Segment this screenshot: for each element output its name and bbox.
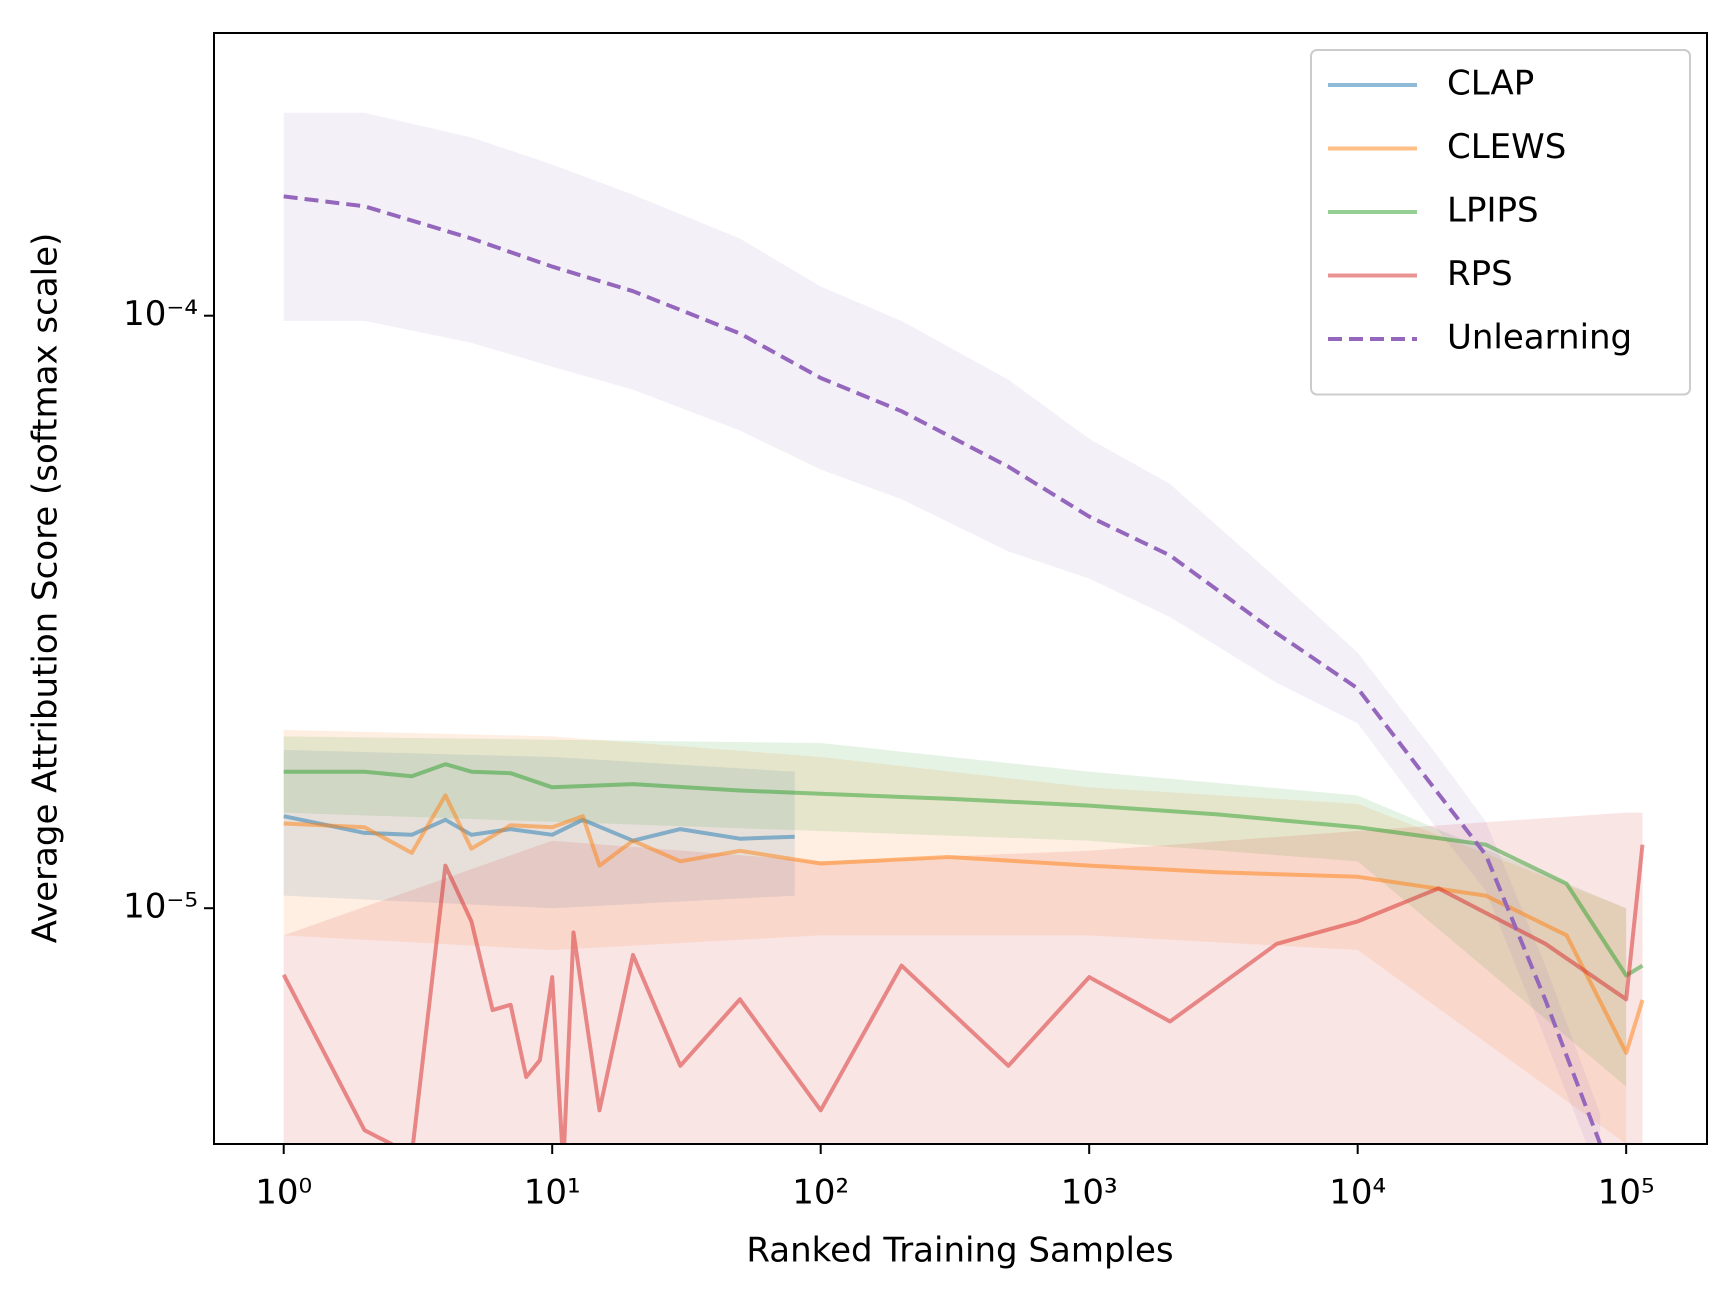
axes: 10⁰ 10¹ 10² 10³ 10⁴ 10⁵ 10⁻⁵ 10⁻⁴	[123, 294, 1654, 1212]
band	[283, 812, 1643, 1144]
band	[283, 112, 1601, 1144]
legend: CLAP CLEWS LPIPS RPS Unlearning	[1310, 49, 1691, 396]
x-tick-label: 10⁴	[1329, 1173, 1386, 1213]
x-tick-label: 10⁵	[1598, 1173, 1655, 1213]
y-tick-label: 10⁻⁵	[123, 887, 198, 927]
y-axis-label: Average Attribution Score (softmax scale…	[26, 233, 66, 944]
legend-box	[1310, 49, 1691, 396]
x-tick-label: 10⁰	[255, 1173, 312, 1213]
band	[283, 736, 1627, 1087]
series-line	[283, 194, 1603, 1144]
legend-label: RPS	[1447, 254, 1513, 294]
legend-label: LPIPS	[1447, 191, 1539, 231]
x-tick-label: 10³	[1061, 1173, 1118, 1213]
legend-label: CLEWS	[1447, 127, 1566, 167]
series-line	[283, 814, 795, 843]
x-tick-label: 10¹	[524, 1173, 581, 1213]
axes-frame	[213, 32, 1708, 1145]
legend-label: CLAP	[1447, 64, 1534, 104]
x-tick-label: 10²	[792, 1173, 849, 1213]
legend-label: Unlearning	[1447, 318, 1632, 358]
x-axis-label: Ranked Training Samples	[746, 1231, 1173, 1271]
series-line	[283, 762, 1644, 978]
series-line	[281, 844, 1645, 1144]
plot-area	[281, 112, 1645, 1144]
band	[283, 749, 795, 909]
y-tick-label: 10⁻⁴	[123, 294, 198, 334]
